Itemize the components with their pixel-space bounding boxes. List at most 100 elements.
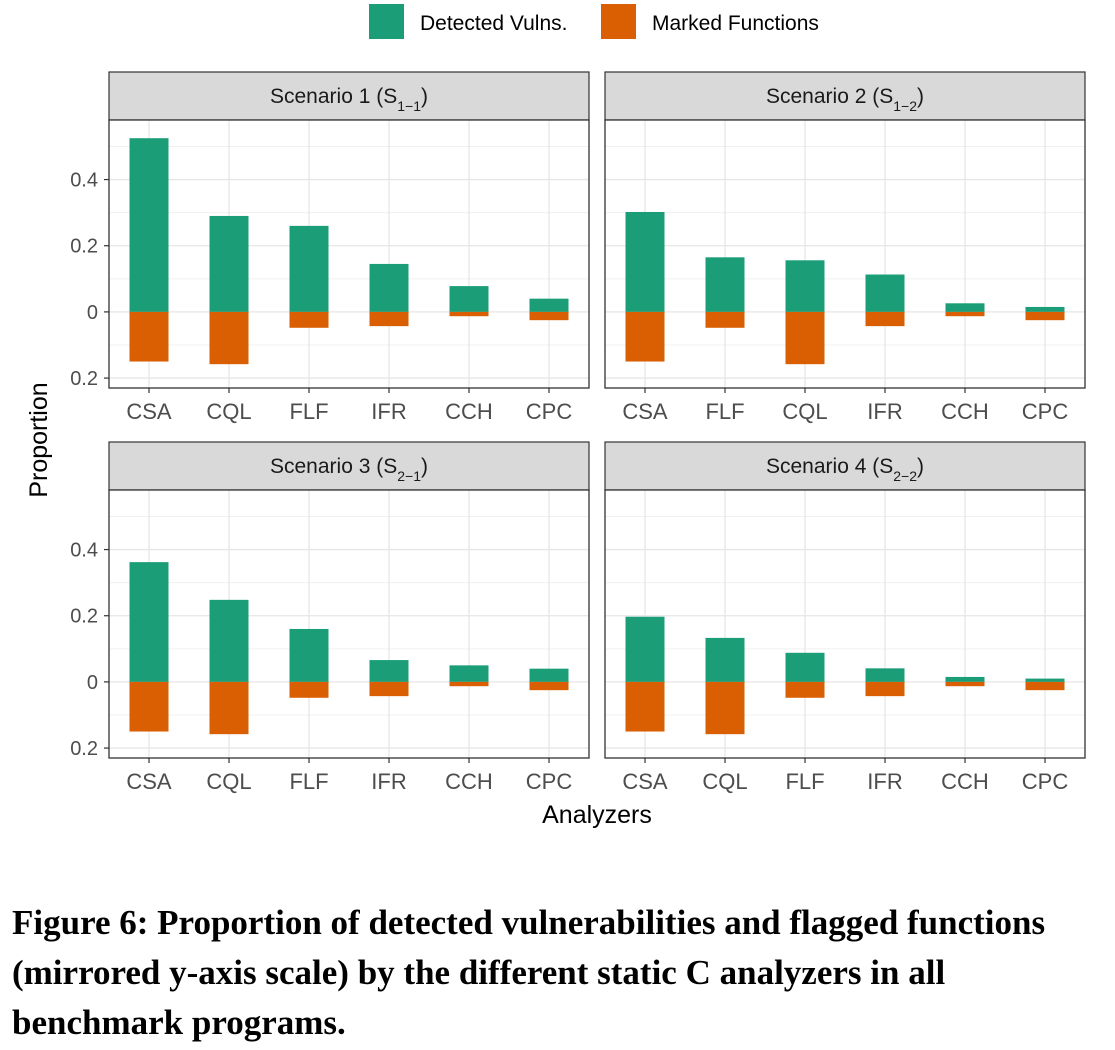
- panel-border: [604, 489, 1086, 759]
- bar-marked-cpc: [529, 311, 569, 321]
- bar-marked-flf: [289, 311, 329, 328]
- panel-background: [109, 490, 589, 758]
- legend-swatch-detected: [369, 4, 404, 39]
- x-tick-label-flf: FLF: [705, 399, 744, 424]
- panel-2: Scenario 2 (S1−2)CSA FLF CQL IFR CCH CPC: [604, 71, 1086, 424]
- bar-detected-flf: [705, 257, 745, 312]
- bar-detected-cql: [785, 260, 825, 312]
- y-tick-label: 0.4: [70, 540, 98, 562]
- bar-detected-csa: [625, 616, 665, 682]
- bar-marked-ifr: [369, 681, 409, 697]
- y-tick-label: 0: [87, 302, 98, 324]
- panel-border: [604, 119, 1086, 389]
- facet-strip: [604, 441, 1086, 491]
- bar-detected-cch: [945, 676, 985, 682]
- bar-marked-cch: [945, 681, 985, 687]
- bar-marked-csa: [129, 311, 169, 362]
- bar-detected-flf: [785, 652, 825, 682]
- bar-marked-cql: [209, 311, 249, 365]
- bar-detected-flf: [289, 628, 329, 682]
- x-tick-label-cch: CCH: [941, 769, 989, 794]
- y-axis-title: Proportion: [25, 382, 53, 497]
- bar-detected-ifr: [369, 660, 409, 682]
- y-tick-label: 0.2: [70, 236, 98, 258]
- bar-detected-cpc: [529, 668, 569, 682]
- bar-marked-ifr: [865, 681, 905, 697]
- facet-strip: [108, 71, 590, 121]
- x-tick-label-csa: CSA: [622, 399, 668, 424]
- bar-marked-csa: [129, 681, 169, 732]
- panel-border: [108, 489, 590, 759]
- bar-marked-flf: [705, 311, 745, 328]
- bar-marked-csa: [625, 311, 665, 362]
- legend: Detected Vulns. Marked Functions: [369, 4, 819, 39]
- facet-strip: [108, 441, 590, 491]
- bar-detected-cch: [945, 303, 985, 312]
- bar-detected-csa: [625, 211, 665, 312]
- x-tick-label-flf: FLF: [289, 399, 328, 424]
- x-tick-label-flf: FLF: [289, 769, 328, 794]
- bar-detected-cql: [209, 599, 249, 682]
- bar-detected-ifr: [865, 274, 905, 312]
- bar-detected-cpc: [1025, 306, 1065, 312]
- legend-label-marked: Marked Functions: [652, 12, 819, 35]
- bar-marked-cch: [449, 681, 489, 687]
- legend-swatch-marked: [601, 4, 636, 39]
- x-tick-label-csa: CSA: [622, 769, 668, 794]
- x-tick-label-ifr: IFR: [371, 399, 406, 424]
- panel-background: [605, 490, 1085, 758]
- bar-detected-cpc: [1025, 678, 1065, 682]
- x-axis-title: Analyzers: [542, 801, 652, 829]
- x-tick-label-cpc: CPC: [1022, 399, 1069, 424]
- bar-detected-csa: [129, 138, 169, 312]
- legend-label-detected: Detected Vulns.: [420, 12, 567, 35]
- x-tick-label-flf: FLF: [785, 769, 824, 794]
- bar-detected-flf: [289, 225, 329, 312]
- bar-detected-cql: [705, 637, 745, 682]
- bar-marked-csa: [625, 681, 665, 732]
- bar-marked-cpc: [1025, 311, 1065, 321]
- bar-marked-cch: [945, 311, 985, 317]
- bar-marked-cql: [705, 681, 745, 735]
- bar-marked-flf: [289, 681, 329, 698]
- x-tick-label-cpc: CPC: [1022, 769, 1069, 794]
- bar-marked-ifr: [369, 311, 409, 327]
- bar-marked-cql: [785, 311, 825, 365]
- bar-marked-cpc: [529, 681, 569, 691]
- bar-marked-cch: [449, 311, 489, 317]
- x-tick-label-cch: CCH: [445, 399, 493, 424]
- figure-caption: Figure 6: Proportion of detected vulnera…: [12, 903, 1046, 1042]
- bar-detected-cql: [209, 215, 249, 312]
- bar-detected-ifr: [369, 263, 409, 312]
- y-tick-label: 0: [87, 672, 98, 694]
- y-tick-label: 0.4: [70, 170, 98, 192]
- x-tick-label-cql: CQL: [782, 399, 827, 424]
- panel-border: [108, 119, 590, 389]
- x-tick-label-ifr: IFR: [371, 769, 406, 794]
- x-tick-label-cql: CQL: [702, 769, 747, 794]
- bar-marked-cql: [209, 681, 249, 735]
- x-tick-label-ifr: IFR: [867, 399, 902, 424]
- x-tick-label-ifr: IFR: [867, 769, 902, 794]
- bar-detected-ifr: [865, 668, 905, 682]
- y-tick-label: 0.2: [70, 738, 98, 760]
- bar-marked-cpc: [1025, 681, 1065, 691]
- panel-4: Scenario 4 (S2−2)CSA CQL FLF IFR CCH CPC: [604, 441, 1086, 794]
- panel-background: [109, 120, 589, 388]
- bar-marked-ifr: [865, 311, 905, 327]
- x-tick-label-cql: CQL: [206, 769, 251, 794]
- x-tick-label-cpc: CPC: [526, 399, 573, 424]
- x-tick-label-csa: CSA: [126, 399, 172, 424]
- bar-detected-cpc: [529, 298, 569, 312]
- bar-marked-flf: [785, 681, 825, 698]
- bar-detected-csa: [129, 562, 169, 682]
- panel-background: [605, 120, 1085, 388]
- x-tick-label-cql: CQL: [206, 399, 251, 424]
- bar-detected-cch: [449, 286, 489, 312]
- x-tick-label-csa: CSA: [126, 769, 172, 794]
- y-tick-label: 0.2: [70, 368, 98, 390]
- x-tick-label-cch: CCH: [941, 399, 989, 424]
- faceted-bar-chart: Detected Vulns. Marked FunctionsScenario …: [25, 4, 1086, 829]
